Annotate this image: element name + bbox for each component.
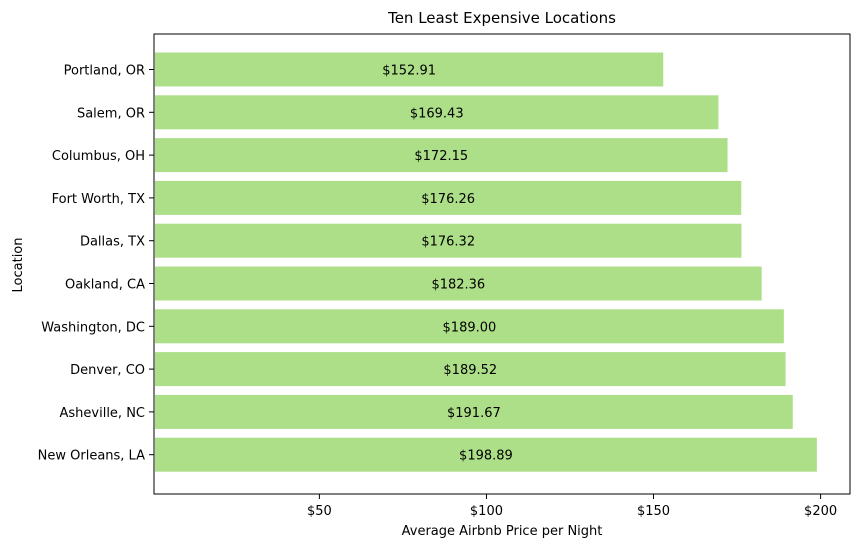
bar-6 xyxy=(155,309,784,344)
y-tick-label-7: Denver, CO xyxy=(70,363,145,378)
data-label-5: $182.36 xyxy=(431,278,485,293)
x-tick-label-0: $50 xyxy=(307,504,332,519)
bar-2 xyxy=(155,138,728,173)
data-label-4: $176.32 xyxy=(421,235,475,250)
y-tick-label-1: Salem, OR xyxy=(77,106,145,121)
bar-3 xyxy=(155,180,742,215)
plot-area-frame xyxy=(153,33,851,495)
x-tick-label-3: $200 xyxy=(804,504,837,519)
data-label-2: $172.15 xyxy=(414,149,468,164)
y-tick-label-2: Columbus, OH xyxy=(52,149,145,164)
x-axis-label: Average Airbnb Price per Night xyxy=(402,524,603,539)
bar-0 xyxy=(155,52,664,87)
y-axis-label: Location xyxy=(11,238,26,293)
bar-5 xyxy=(155,266,762,301)
y-axis-ticks: Portland, OR Salem, OR Columbus, OH Fort Wo… xyxy=(38,64,154,464)
data-label-8: $191.67 xyxy=(447,406,501,421)
bars-group xyxy=(155,52,817,472)
data-label-3: $176.26 xyxy=(421,192,475,207)
data-label-7: $189.52 xyxy=(443,363,497,378)
data-label-1: $169.43 xyxy=(410,106,464,121)
data-label-0: $152.91 xyxy=(382,64,436,79)
bar-1 xyxy=(155,95,719,130)
y-tick-label-4: Dallas, TX xyxy=(80,235,145,250)
bar-8 xyxy=(155,394,793,429)
y-tick-label-3: Fort Worth, TX xyxy=(52,192,145,207)
data-labels-group: $152.91 $169.43 $172.15 $176.26 $176.32 $182.… xyxy=(382,64,513,464)
y-tick-label-9: New Orleans, LA xyxy=(38,449,145,464)
bar-4 xyxy=(155,223,742,258)
bar-9 xyxy=(155,437,817,472)
x-tick-label-2: $150 xyxy=(637,504,670,519)
chart-title: Ten Least Expensive Locations xyxy=(387,9,616,27)
y-tick-label-6: Washington, DC xyxy=(41,320,145,335)
data-label-6: $189.00 xyxy=(443,320,497,335)
data-label-9: $198.89 xyxy=(459,449,513,464)
x-tick-label-1: $100 xyxy=(470,504,503,519)
y-tick-label-8: Asheville, NC xyxy=(60,406,146,421)
bar-7 xyxy=(155,352,786,387)
y-tick-label-0: Portland, OR xyxy=(64,64,145,79)
x-axis-ticks: $50 $100 $150 $200 xyxy=(307,494,837,519)
y-tick-label-5: Oakland, CA xyxy=(65,278,145,293)
